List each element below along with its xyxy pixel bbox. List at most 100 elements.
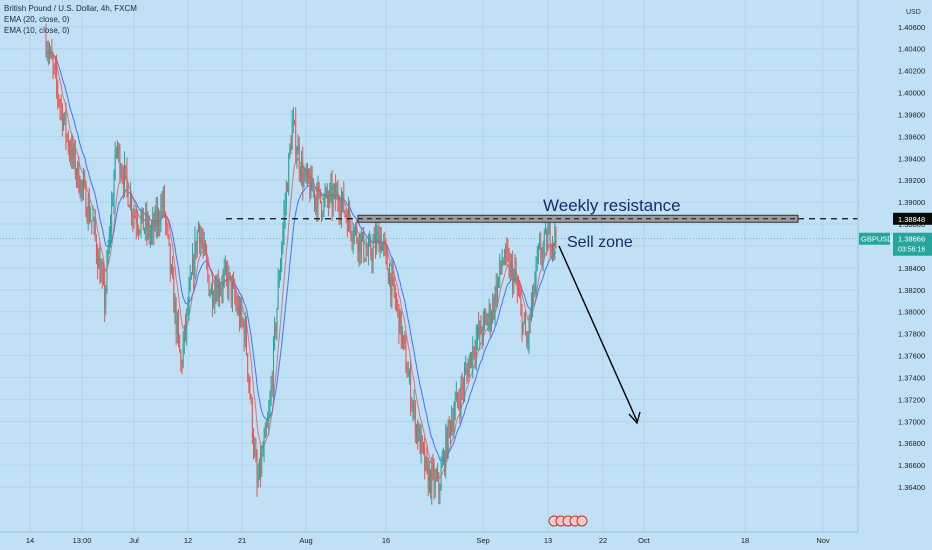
candle-body — [126, 168, 128, 184]
candle-body — [432, 467, 434, 469]
candle-body — [364, 258, 366, 260]
time-tick-label: 22 — [599, 536, 607, 545]
candle-body — [494, 287, 496, 313]
candle-body — [312, 190, 314, 192]
candle-body — [548, 226, 550, 234]
sell-arrow-head — [628, 411, 641, 425]
candle-body — [523, 320, 525, 322]
candle-body — [421, 435, 423, 444]
candle-body — [527, 339, 529, 343]
candle-body — [366, 252, 368, 255]
candle-body — [174, 302, 176, 313]
candle-body — [343, 192, 345, 212]
candle-body — [243, 324, 245, 342]
candle-body — [261, 453, 263, 474]
candle-body — [64, 112, 66, 120]
candle-body — [107, 251, 109, 259]
candle-body — [460, 383, 462, 410]
candle-body — [86, 216, 88, 221]
candle-body — [180, 352, 182, 364]
candle-body — [540, 243, 542, 257]
candle-body — [63, 119, 64, 128]
candle-body — [73, 149, 75, 159]
candle-body — [167, 225, 169, 235]
candle-body — [504, 260, 505, 262]
candle-body — [459, 402, 461, 410]
candle-body — [212, 284, 213, 304]
candle-body — [94, 219, 96, 238]
candle-body — [525, 320, 526, 336]
candle-body — [155, 210, 157, 227]
resistance-price-badge — [893, 212, 932, 225]
candle-body — [258, 458, 260, 479]
candle-body — [80, 181, 82, 195]
candle-body — [295, 122, 297, 157]
candle-body — [260, 458, 261, 474]
candle-body — [433, 468, 435, 488]
candle-body — [418, 427, 420, 441]
candle-body — [479, 322, 481, 336]
candle-body — [526, 335, 528, 343]
weekly-resistance-label: Weekly resistance — [543, 196, 681, 215]
candle-body — [383, 242, 385, 245]
price-tick-label: 1.40200 — [898, 67, 925, 76]
candle-body — [308, 169, 310, 182]
candle-body — [498, 276, 499, 282]
candle-body — [550, 249, 552, 252]
candle-body — [232, 283, 233, 300]
candle-body — [477, 327, 478, 339]
time-tick-label: 13:00 — [73, 536, 92, 545]
candle-body — [445, 432, 447, 469]
candle-body — [322, 213, 324, 215]
price-tick-label: 1.37800 — [898, 330, 925, 339]
candle-body — [412, 406, 414, 407]
candle-body — [405, 344, 407, 372]
sell-zone-label: Sell zone — [567, 234, 633, 251]
candle-body — [268, 414, 270, 423]
candle-body — [281, 247, 283, 263]
candle-body — [406, 371, 408, 377]
candle-body — [403, 335, 404, 338]
candle-body — [470, 352, 471, 362]
candle-body — [447, 420, 449, 456]
candle-body — [124, 165, 125, 187]
candle-body — [482, 315, 484, 338]
price-tick-label: 1.36400 — [898, 483, 925, 492]
candle-body — [404, 337, 406, 345]
candle-body — [100, 271, 102, 283]
candle-body — [158, 211, 159, 225]
candle-body — [363, 232, 365, 259]
candle-body — [353, 228, 355, 239]
candle-body — [84, 181, 86, 185]
candle-body — [392, 271, 394, 278]
time-tick-label: Sep — [476, 536, 489, 545]
candle-body — [399, 311, 401, 334]
candle-body — [454, 401, 456, 416]
candle-body — [390, 273, 392, 297]
candle-body — [217, 281, 219, 295]
candle-body — [235, 298, 237, 304]
candle-body — [552, 242, 553, 252]
candle-body — [413, 404, 415, 407]
resistance-price-text: 1.38848 — [898, 215, 925, 224]
candle-body — [144, 228, 145, 231]
candle-body — [335, 186, 336, 200]
candle-body — [355, 226, 356, 229]
candle-body — [547, 233, 549, 251]
candle-body — [181, 363, 183, 365]
time-tick-label: Oct — [638, 536, 651, 545]
candle-body — [379, 234, 381, 253]
candle-body — [178, 319, 179, 337]
candle-body — [97, 255, 98, 269]
candle-body — [161, 204, 163, 208]
candle-body — [417, 425, 419, 441]
candle-body — [71, 143, 73, 160]
candle-body — [171, 266, 172, 272]
candle-body — [296, 154, 298, 157]
candle-body — [117, 148, 118, 152]
candle-body — [280, 262, 281, 280]
price-tick-label: 1.38400 — [898, 264, 925, 273]
candle-body — [338, 203, 340, 211]
